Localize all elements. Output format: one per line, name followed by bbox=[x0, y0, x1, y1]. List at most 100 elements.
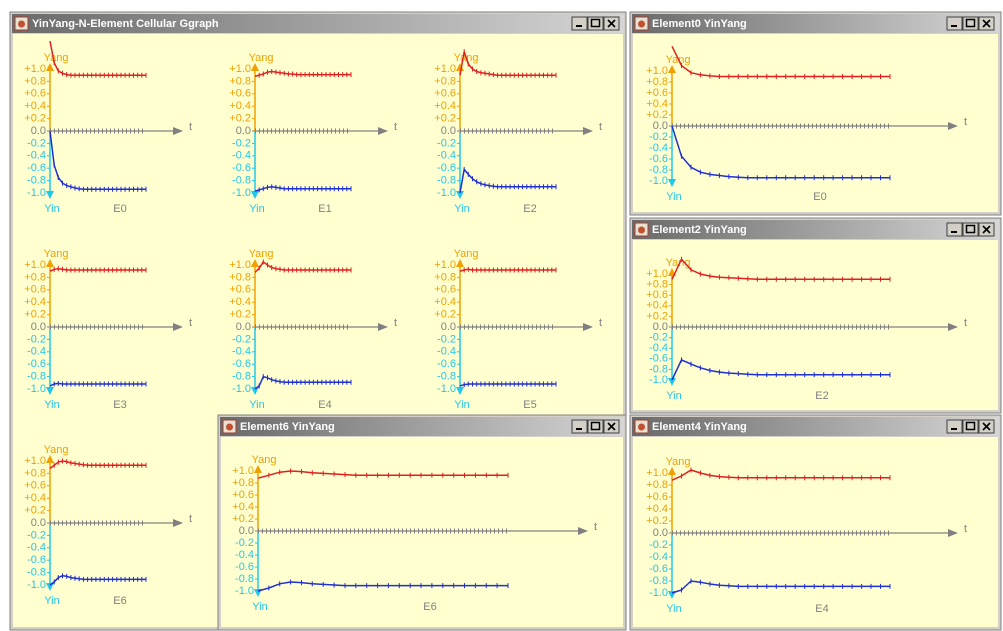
yin-line bbox=[254, 184, 352, 193]
window-title: YinYang-N-Element Cellular Ggraph bbox=[32, 18, 219, 30]
y-tick-label: +0.4 bbox=[232, 501, 254, 513]
element-label: E4 bbox=[318, 399, 331, 411]
yin-label: Yin bbox=[666, 191, 682, 203]
y-tick-label: -0.4 bbox=[232, 150, 251, 162]
yang-label: Yang bbox=[252, 454, 277, 466]
window-icon-cup bbox=[638, 20, 645, 28]
y-tick-label: +1.0 bbox=[646, 268, 668, 280]
y-tick-label: -0.6 bbox=[649, 153, 668, 165]
close-button[interactable] bbox=[603, 419, 620, 434]
y-tick-label: +1.0 bbox=[229, 259, 251, 271]
icon bbox=[965, 224, 976, 234]
maximize-button[interactable] bbox=[587, 16, 604, 31]
y-tick-label: -0.8 bbox=[437, 371, 456, 383]
yang-arrow bbox=[46, 259, 54, 267]
y-tick-label: -0.2 bbox=[235, 537, 254, 549]
button-face bbox=[571, 419, 588, 434]
close-button[interactable] bbox=[603, 16, 620, 31]
maximize-button[interactable] bbox=[962, 419, 979, 434]
element-label: E2 bbox=[523, 203, 536, 215]
yinyang-chart: +1.0+0.8+0.6+0.4+0.20.0-0.2-0.4-0.6-0.8-… bbox=[646, 45, 967, 203]
y-tick-label: -0.4 bbox=[27, 150, 46, 162]
y-tick-label: +0.2 bbox=[434, 113, 456, 125]
y-tick-label: +0.6 bbox=[24, 284, 46, 296]
icon bbox=[965, 18, 976, 28]
y-tick-label: 0.0 bbox=[31, 517, 46, 529]
y-tick-label: +0.2 bbox=[646, 310, 668, 322]
y-tick-label: -0.8 bbox=[649, 575, 668, 587]
y-tick-label: -1.0 bbox=[437, 383, 456, 395]
window-icon-cup bbox=[638, 423, 645, 431]
maximize-button[interactable] bbox=[962, 222, 979, 237]
yin-arrow bbox=[456, 387, 464, 395]
minimize-button[interactable] bbox=[571, 16, 588, 31]
window-title: Element4 YinYang bbox=[652, 421, 747, 433]
y-tick-label: -0.6 bbox=[27, 358, 46, 370]
window-icon-cup bbox=[226, 423, 233, 431]
yang-arrow bbox=[456, 259, 464, 267]
y-tick-label: +0.4 bbox=[434, 100, 456, 112]
minimize-button[interactable] bbox=[946, 222, 963, 237]
y-tick-label: 0.0 bbox=[441, 321, 456, 333]
yang-line bbox=[49, 458, 147, 470]
close-button[interactable] bbox=[978, 419, 995, 434]
y-tick-label: +0.4 bbox=[646, 503, 668, 515]
y-tick-label: -0.8 bbox=[27, 175, 46, 187]
button-face bbox=[946, 419, 963, 434]
yang-label: Yang bbox=[249, 248, 274, 260]
y-tick-label: +0.6 bbox=[434, 284, 456, 296]
element-label: E6 bbox=[423, 601, 436, 613]
close-button[interactable] bbox=[978, 16, 995, 31]
time-arrow bbox=[948, 122, 958, 130]
minimize-button[interactable] bbox=[571, 419, 588, 434]
y-tick-label: -1.0 bbox=[232, 383, 251, 395]
time-arrow bbox=[948, 529, 958, 537]
yang-label: Yang bbox=[44, 444, 69, 456]
element-label: E6 bbox=[113, 595, 126, 607]
y-tick-label: +0.2 bbox=[232, 513, 254, 525]
time-label: t bbox=[964, 317, 967, 329]
y-tick-label: 0.0 bbox=[653, 120, 668, 132]
maximize-button[interactable] bbox=[587, 419, 604, 434]
yinyang-chart: +1.0+0.8+0.6+0.4+0.20.0-0.2-0.4-0.6-0.8-… bbox=[229, 52, 397, 215]
y-tick-label: -1.0 bbox=[232, 187, 251, 199]
yin-label: Yin bbox=[454, 399, 470, 411]
y-tick-label: -1.0 bbox=[235, 585, 254, 597]
yang-line bbox=[671, 256, 891, 282]
icon bbox=[590, 421, 601, 431]
y-tick-label: -0.2 bbox=[232, 333, 251, 345]
time-label: t bbox=[964, 523, 967, 535]
y-tick-label: -0.4 bbox=[437, 346, 456, 358]
y-tick-label: +1.0 bbox=[24, 63, 46, 75]
yin-label: Yin bbox=[249, 203, 265, 215]
yinyang-chart: +1.0+0.8+0.6+0.4+0.20.0-0.2-0.4-0.6-0.8-… bbox=[646, 256, 967, 402]
yinyang-chart: +1.0+0.8+0.6+0.4+0.20.0-0.2-0.4-0.6-0.8-… bbox=[24, 248, 192, 411]
y-tick-label: -0.4 bbox=[27, 346, 46, 358]
time-label: t bbox=[394, 317, 397, 329]
y-tick-label: +0.4 bbox=[434, 296, 456, 308]
y-tick-label: +0.4 bbox=[646, 98, 668, 110]
title-bar bbox=[632, 14, 999, 33]
y-tick-label: -0.8 bbox=[232, 175, 251, 187]
y-tick-label: 0.0 bbox=[653, 321, 668, 333]
button-face bbox=[571, 16, 588, 31]
time-label: t bbox=[599, 121, 602, 133]
yang-arrow bbox=[251, 63, 259, 71]
title-bar bbox=[12, 14, 624, 33]
y-tick-label: 0.0 bbox=[441, 125, 456, 137]
y-tick-label: +1.0 bbox=[232, 465, 254, 477]
minimize-button[interactable] bbox=[946, 419, 963, 434]
close-button[interactable] bbox=[978, 222, 995, 237]
y-tick-label: -0.6 bbox=[27, 162, 46, 174]
yin-label: Yin bbox=[666, 390, 682, 402]
y-tick-label: 0.0 bbox=[239, 525, 254, 537]
y-tick-label: +1.0 bbox=[646, 65, 668, 77]
y-tick-label: +0.8 bbox=[229, 75, 251, 87]
y-tick-label: +0.4 bbox=[24, 100, 46, 112]
y-tick-label: +0.2 bbox=[24, 505, 46, 517]
minimize-button[interactable] bbox=[946, 16, 963, 31]
maximize-button[interactable] bbox=[962, 16, 979, 31]
window-title: Element6 YinYang bbox=[240, 421, 335, 433]
window-icon-cup bbox=[18, 20, 25, 28]
yin-line bbox=[49, 380, 147, 387]
